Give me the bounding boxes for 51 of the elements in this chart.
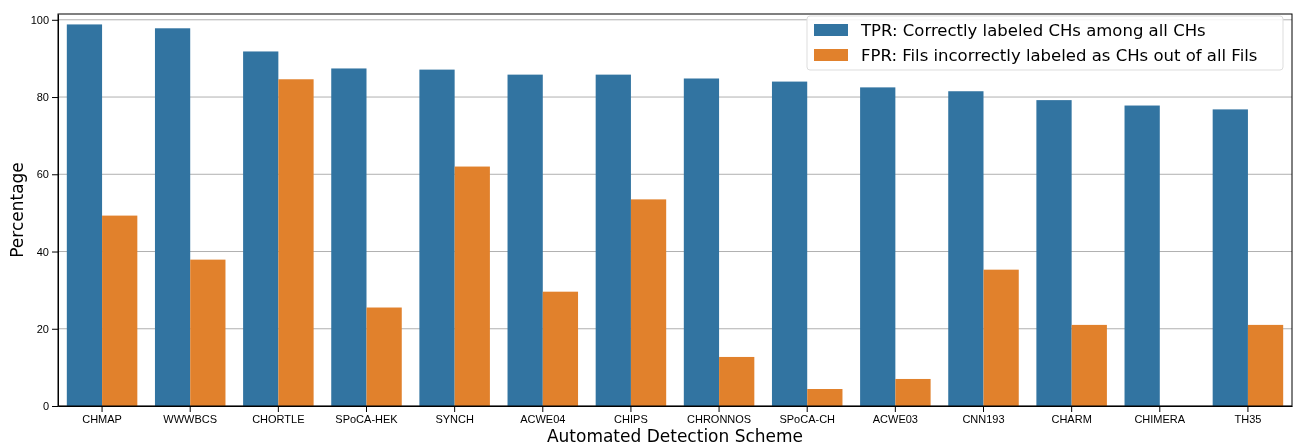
- x-tick-label: CHARM: [1051, 412, 1092, 425]
- bar: [154, 28, 191, 406]
- bar: [1036, 100, 1072, 406]
- bar: [66, 24, 103, 406]
- x-tick-label: CHIPS: [614, 412, 648, 425]
- bar: [683, 78, 720, 406]
- x-tick-label: ACWE04: [520, 412, 566, 425]
- x-tick-label: SYNCH: [435, 412, 474, 425]
- legend-label: TPR: Correctly labeled CHs among all CHs: [860, 21, 1206, 40]
- legend-label: FPR: Fils incorrectly labeled as CHs out of all Fils: [861, 46, 1258, 65]
- bar: [1124, 105, 1160, 406]
- x-tick-label: ACWE03: [872, 412, 918, 425]
- x-tick-label: CNN193: [962, 412, 1005, 425]
- bar: [771, 81, 808, 406]
- bar: [719, 356, 755, 406]
- bar: [948, 91, 984, 406]
- x-tick-label: CHORTLE: [252, 412, 305, 425]
- bar: [243, 51, 279, 406]
- bar: [542, 291, 579, 406]
- x-tick-label: SPoCA-CH: [779, 412, 836, 425]
- bar: [895, 378, 931, 406]
- x-tick-label: SPoCA-HEK: [335, 412, 399, 425]
- x-tick-label: CHRONNOS: [686, 412, 752, 425]
- bar: [190, 259, 226, 406]
- bar: [1247, 324, 1284, 406]
- x-tick-label: TH35: [1234, 412, 1262, 425]
- x-tick-label: CHIMERA: [1134, 412, 1186, 425]
- y-tick-label: 40: [36, 245, 49, 258]
- bar: [366, 307, 402, 406]
- x-tick-label: WWWBCS: [163, 412, 218, 425]
- y-axis-title: Percentage: [7, 162, 27, 258]
- x-axis-title: Automated Detection Scheme: [546, 426, 804, 446]
- y-tick-label: 60: [36, 168, 49, 181]
- y-tick-label: 80: [36, 91, 49, 104]
- bar: [1071, 324, 1107, 406]
- bar: [630, 199, 667, 406]
- y-tick-label: 20: [36, 322, 49, 335]
- bar: [807, 389, 843, 406]
- bar: [860, 87, 896, 406]
- bar: [595, 74, 631, 406]
- x-tick-label: CHMAP: [82, 412, 122, 425]
- bar: [102, 215, 138, 406]
- bar: [331, 68, 367, 406]
- bar: [507, 74, 543, 406]
- bar: [983, 269, 1019, 406]
- y-tick-label: 0: [42, 400, 49, 413]
- bar: [419, 69, 455, 406]
- bar: [454, 166, 490, 406]
- y-tick-label: 100: [30, 13, 49, 26]
- bar: [278, 79, 314, 406]
- bar: [1212, 109, 1248, 406]
